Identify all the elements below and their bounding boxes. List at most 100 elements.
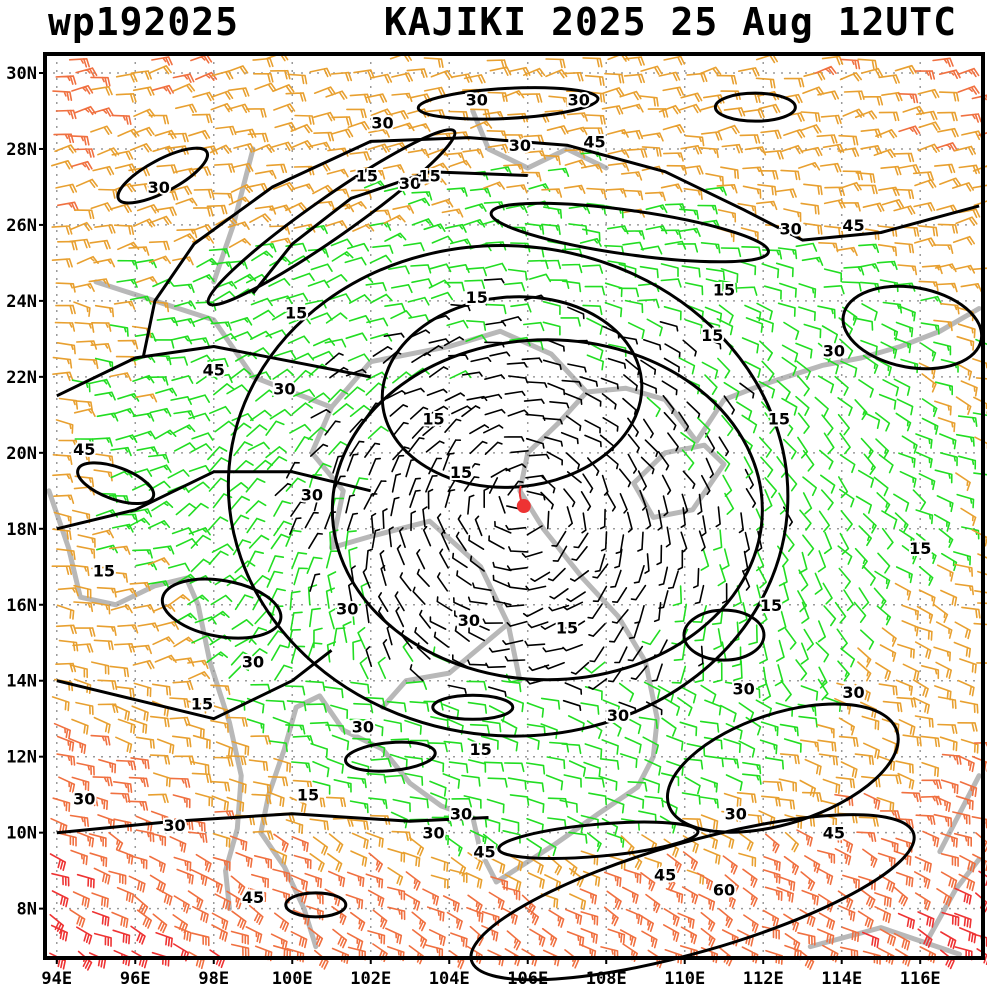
wind-barb — [214, 893, 232, 911]
lat-tick-label: 22N — [6, 368, 37, 388]
wind-barb — [860, 888, 876, 909]
wind-barb — [705, 278, 724, 292]
wind-barb — [416, 568, 430, 587]
wind-barb — [939, 736, 958, 752]
wind-barb — [680, 431, 696, 452]
wind-barb — [464, 203, 487, 212]
wind-barb — [633, 565, 645, 584]
wind-barb — [741, 946, 759, 964]
wind-barb — [764, 477, 778, 499]
contour-label: 15 — [356, 167, 378, 186]
wind-barb — [757, 566, 767, 589]
wind-barb — [566, 930, 585, 947]
wind-barb — [346, 871, 365, 888]
wind-barb — [878, 111, 900, 122]
wind-barb — [91, 322, 112, 332]
wind-barb — [149, 855, 166, 873]
wind-barb — [268, 277, 291, 287]
wind-barb — [168, 562, 191, 572]
wind-barb — [128, 776, 149, 788]
wind-barb — [778, 492, 788, 515]
wind-barb — [135, 276, 158, 285]
wind-barb — [920, 322, 940, 335]
wind-barb — [562, 699, 582, 711]
wind-barb — [839, 488, 855, 508]
wind-barb — [584, 419, 601, 434]
wind-barb — [780, 415, 794, 437]
wind-barb — [57, 201, 79, 212]
wind-barb — [854, 110, 878, 120]
wind-barb — [657, 451, 670, 471]
wind-barb — [309, 607, 321, 628]
wind-barb — [901, 791, 922, 803]
wind-barb — [954, 145, 976, 156]
wind-barb — [172, 73, 195, 83]
contour-label: 30 — [422, 824, 444, 843]
wind-barb — [487, 949, 505, 967]
wind-barb — [921, 779, 942, 789]
wind-barb — [960, 380, 978, 397]
wind-barb — [840, 510, 853, 532]
wind-barb — [89, 239, 111, 250]
wind-barb — [915, 532, 931, 553]
wind-barb — [795, 395, 810, 416]
wind-barb — [332, 403, 354, 416]
wind-barb — [273, 500, 292, 517]
wind-barb — [939, 452, 958, 467]
wind-barb — [957, 415, 978, 427]
wind-barb — [624, 299, 644, 314]
wind-barb — [834, 375, 849, 396]
wind-barb — [679, 227, 701, 237]
wind-barb — [642, 132, 664, 142]
wind-barb — [484, 441, 503, 455]
wind-barb — [759, 340, 773, 361]
wind-barb — [273, 757, 292, 773]
wind-barb — [253, 73, 274, 83]
wind-barb — [148, 453, 170, 464]
wind-barb — [273, 350, 297, 359]
wind-barb — [422, 506, 428, 528]
wind-barb — [873, 148, 896, 159]
wind-barb — [762, 869, 781, 884]
wind-barb — [638, 298, 660, 309]
wind-barb — [745, 488, 757, 508]
wind-barb — [921, 417, 939, 435]
wind-barb — [135, 815, 153, 832]
wind-barb — [821, 325, 838, 344]
wind-barb — [443, 336, 464, 347]
wind-barb — [469, 723, 490, 735]
wind-barb — [803, 222, 823, 235]
wind-barb — [837, 397, 853, 417]
wind-barb — [359, 657, 369, 680]
wind-barb — [527, 872, 545, 889]
wind-barb — [231, 943, 250, 958]
wind-barb — [781, 356, 797, 376]
wind-barb — [921, 373, 937, 393]
wind-barb — [377, 656, 387, 679]
wind-barb — [784, 831, 799, 853]
wind-barb — [934, 400, 952, 416]
wind-barb — [801, 256, 824, 266]
wind-barb — [860, 437, 874, 459]
wind-barb — [815, 641, 830, 663]
wind-barb — [175, 103, 197, 114]
wind-barb — [409, 489, 421, 508]
wind-barb — [291, 183, 314, 193]
wind-barb — [470, 120, 493, 129]
wind-barb — [875, 129, 898, 139]
wind-barb — [78, 795, 99, 807]
wind-barb — [309, 818, 329, 831]
wind-barb — [266, 163, 288, 174]
wind-barb — [166, 356, 188, 366]
wind-barb — [416, 549, 426, 570]
wind-barb — [934, 263, 957, 273]
wind-barb — [716, 184, 738, 194]
wind-barb — [696, 417, 711, 438]
wind-barb — [738, 512, 744, 534]
wind-barb — [52, 356, 73, 369]
wind-barb — [331, 128, 354, 138]
wind-barb — [72, 891, 90, 908]
wind-barb — [661, 474, 672, 495]
wind-barb — [365, 548, 373, 569]
